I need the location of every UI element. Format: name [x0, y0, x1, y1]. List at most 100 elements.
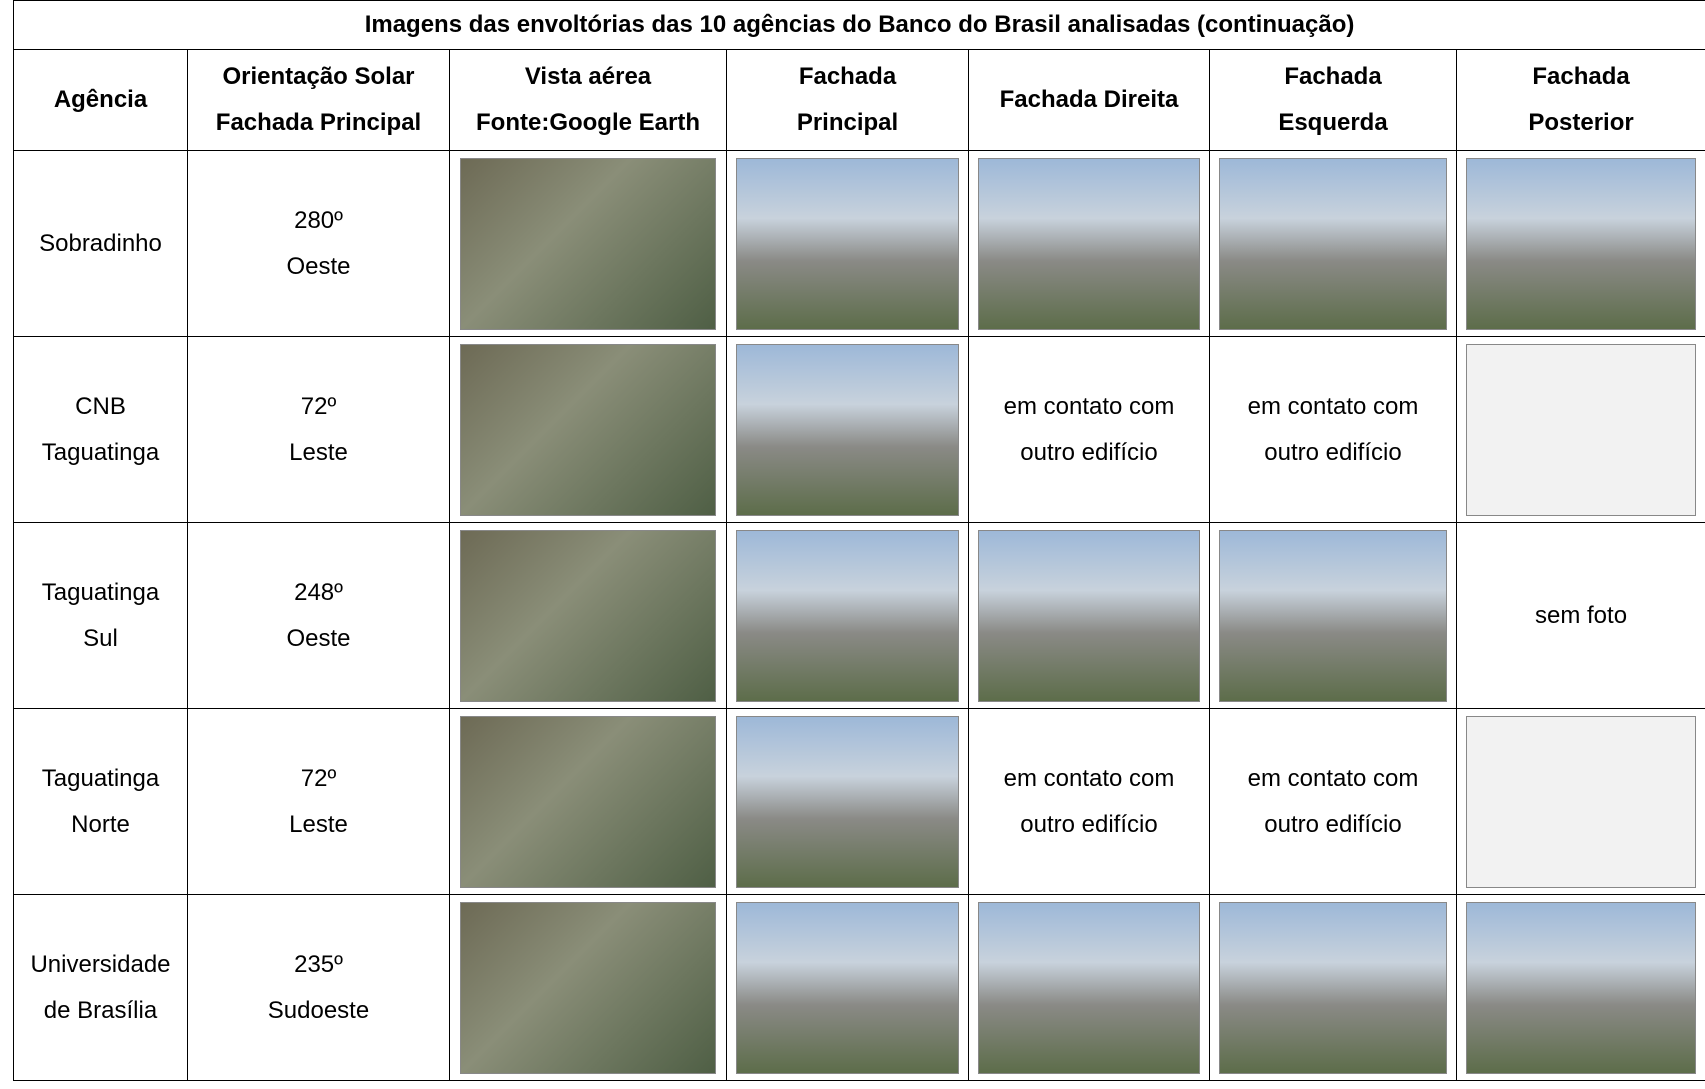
rear-cell — [1455, 894, 1705, 1081]
aerial-image — [460, 529, 716, 702]
front-cell — [726, 894, 969, 1081]
cell-line: Fachada — [798, 63, 897, 90]
cell-line: outro edifício — [1020, 810, 1158, 838]
agency-row: CNB Taguatinga 72º Leste em contato com outro… — [13, 336, 1705, 523]
aerial-cell — [449, 522, 727, 709]
left-image — [1218, 901, 1448, 1074]
header-cell: Orientação Solar Fachada Principal — [187, 49, 450, 151]
left-image — [1218, 529, 1448, 702]
cell-line: 280º — [294, 206, 343, 234]
aerial-cell — [449, 894, 727, 1081]
aerial-image — [460, 715, 716, 888]
header-cell: Vista aérea Fonte:Google Earth — [449, 49, 727, 151]
left-cell: em contato com outro edifício — [1209, 708, 1457, 895]
cell-line: Agência — [53, 86, 148, 113]
agency-cell: Taguatinga Sul — [13, 522, 188, 709]
cell-line: Taguatinga — [41, 438, 160, 466]
aerial-cell — [449, 336, 727, 523]
front-cell — [726, 708, 969, 895]
header-cell: Agência — [13, 49, 188, 151]
agency-row: Sobradinho 280º Oeste — [13, 150, 1705, 337]
agency-cell: Sobradinho — [13, 150, 188, 337]
right-image — [977, 157, 1201, 330]
cell-line: 72º — [300, 392, 337, 420]
cell-line: em contato com — [1003, 392, 1175, 420]
rear-image — [1465, 901, 1697, 1074]
front-image — [735, 343, 960, 516]
orientation-cell: 72º Leste — [187, 336, 450, 523]
agency-cell: Taguatinga Norte — [13, 708, 188, 895]
cell-line: Esquerda — [1278, 109, 1388, 136]
rear-cell — [1455, 708, 1705, 895]
front-cell — [726, 522, 969, 709]
agency-table: Imagens das envoltórias das 10 agências … — [12, 0, 1705, 1081]
cell-line: de Brasília — [43, 996, 158, 1024]
cell-line: Principal — [796, 109, 899, 136]
cell-line: outro edifício — [1020, 438, 1158, 466]
agency-row: Taguatinga Norte 72º Leste em contato com out… — [13, 708, 1705, 895]
right-cell: em contato com outro edifício — [968, 336, 1210, 523]
left-cell — [1209, 894, 1457, 1081]
cell-line: outro edifício — [1264, 810, 1402, 838]
cell-line: Sudoeste — [267, 996, 370, 1024]
cell-line: Fonte:Google Earth — [476, 109, 700, 136]
cell-line: Taguatinga — [41, 578, 160, 606]
cell-line: Fachada Principal — [215, 109, 422, 136]
rear-image — [1465, 157, 1697, 330]
orientation-cell: 72º Leste — [187, 708, 450, 895]
orientation-cell: 235º Sudoeste — [187, 894, 450, 1081]
cell-line: Leste — [289, 810, 348, 838]
right-cell — [968, 522, 1210, 709]
left-image — [1218, 157, 1448, 330]
right-image — [977, 529, 1201, 702]
rear-image — [1465, 715, 1697, 888]
rear-cell — [1455, 336, 1705, 523]
aerial-cell — [449, 708, 727, 895]
cell-line: outro edifício — [1264, 438, 1402, 466]
cell-line: Sobradinho — [39, 229, 162, 257]
cell-line: 235º — [294, 950, 343, 978]
cell-line: Oeste — [286, 624, 351, 652]
rear-image — [1465, 343, 1697, 516]
front-image — [735, 529, 960, 702]
header-cell: Fachada Esquerda — [1209, 49, 1457, 151]
cell-line: Posterior — [1528, 109, 1634, 136]
cell-line: em contato com — [1247, 392, 1419, 420]
right-cell — [968, 150, 1210, 337]
cell-line: Fachada — [1532, 63, 1630, 90]
header-cell: Fachada Posterior — [1455, 49, 1705, 151]
left-cell — [1209, 150, 1457, 337]
cell-line: Sul — [83, 624, 118, 652]
front-cell — [726, 150, 969, 337]
aerial-image — [460, 343, 716, 516]
cell-line: Universidade — [30, 950, 171, 978]
cell-line: em contato com — [1247, 764, 1419, 792]
cell-line: sem foto — [1535, 601, 1628, 629]
cell-line: em contato com — [1003, 764, 1175, 792]
cell-line: Fachada — [1284, 63, 1382, 90]
aerial-image — [460, 901, 716, 1074]
orientation-cell: 248º Oeste — [187, 522, 450, 709]
right-cell: em contato com outro edifício — [968, 708, 1210, 895]
left-cell — [1209, 522, 1457, 709]
cell-line: 248º — [294, 578, 343, 606]
orientation-cell: 280º Oeste — [187, 150, 450, 337]
agency-row: Taguatinga Sul 248º Oeste sem foto — [13, 522, 1705, 709]
cell-line: Leste — [289, 438, 348, 466]
right-image — [977, 901, 1201, 1074]
cell-line: Fachada Direita — [999, 86, 1179, 113]
left-cell: em contato com outro edifício — [1209, 336, 1457, 523]
cell-line: 72º — [300, 764, 337, 792]
header-cell: Fachada Principal — [726, 49, 969, 151]
cell-line: CNB — [75, 392, 126, 420]
agency-cell: Universidade de Brasília — [13, 894, 188, 1081]
cell-line: Oeste — [286, 252, 351, 280]
cell-line: Norte — [71, 810, 130, 838]
aerial-cell — [449, 150, 727, 337]
front-image — [735, 157, 960, 330]
agency-row: Universidade de Brasília 235º Sudoeste — [13, 894, 1705, 1081]
rear-cell — [1455, 150, 1705, 337]
agency-cell: CNB Taguatinga — [13, 336, 188, 523]
front-image — [735, 901, 960, 1074]
right-cell — [968, 894, 1210, 1081]
